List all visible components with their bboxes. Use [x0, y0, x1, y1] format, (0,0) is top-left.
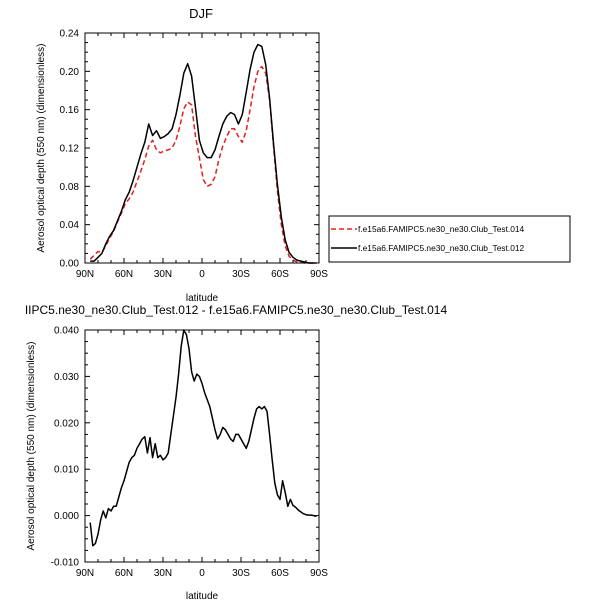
top-series-line-1 [89, 65, 317, 264]
bottom-x-axis-label: latitude [186, 591, 219, 602]
bottom-plot-area [89, 329, 317, 547]
top-x-tick-label: 30N [154, 269, 172, 280]
top-x-tick-label: 0 [199, 269, 205, 280]
bottom-x-ticks: 90N 60N 30N 0 30S 60S 90S [76, 330, 328, 579]
top-x-axis-label: latitude [186, 293, 219, 304]
legend-label-series-2: f.e15a6.FAMIPC5.ne30_ne30.Club_Test.012 [358, 243, 525, 253]
top-x-ticks: 90N 60N 30N 0 30S 60S 90S [76, 33, 328, 280]
top-panel: DJF 90N 60N 30N 0 30S 60S 90S 0.00 0.04 0.08 0.12… [36, 6, 328, 304]
top-plot-area [89, 43, 317, 264]
top-x-tick-label: 60S [271, 269, 289, 280]
bottom-y-ticks: -0.010 0.000 0.010 0.020 0.030 0.040 [51, 326, 319, 569]
bottom-x-tick-label: 90N [76, 568, 94, 579]
top-y-tick-label: 0.00 [60, 259, 80, 270]
bottom-x-tick-label: 0 [199, 568, 205, 579]
top-y-ticks: 0.00 0.04 0.08 0.12 0.16 0.20 0.24 [60, 29, 319, 270]
bottom-y-tick-label: -0.010 [51, 558, 80, 569]
top-y-tick-label: 0.20 [60, 67, 80, 78]
bottom-title: IIPC5.ne30_ne30.Club_Test.012 - f.e15a6.… [25, 303, 448, 317]
bottom-y-tick-label: 0.000 [54, 511, 79, 522]
top-title: DJF [189, 6, 213, 21]
bottom-y-tick-label: 0.040 [54, 326, 79, 337]
bottom-series-line-1 [89, 329, 317, 547]
bottom-y-tick-label: 0.030 [54, 372, 79, 383]
bottom-x-tick-label: 90S [310, 568, 328, 579]
bottom-plot-frame [84, 329, 320, 563]
top-y-tick-label: 0.08 [60, 182, 80, 193]
top-x-tick-label: 90N [76, 269, 94, 280]
bottom-x-tick-label: 30S [232, 568, 250, 579]
top-y-tick-label: 0.24 [60, 29, 80, 40]
top-x-tick-label: 90S [310, 269, 328, 280]
bottom-x-tick-label: 60S [271, 568, 289, 579]
bottom-panel: IIPC5.ne30_ne30.Club_Test.012 - f.e15a6.… [25, 303, 448, 602]
top-x-tick-label: 30S [232, 269, 250, 280]
bottom-y-tick-label: 0.010 [54, 465, 79, 476]
bottom-y-tick-label: 0.020 [54, 418, 79, 429]
legend: f.e15a6.FAMIPC5.ne30_ne30.Club_Test.014 … [328, 215, 571, 263]
top-y-tick-label: 0.04 [60, 220, 80, 231]
top-y-axis-label: Aerosol optical depth (550 nm) (dimensio… [36, 44, 47, 253]
top-x-tick-label: 60N [115, 269, 133, 280]
bottom-x-tick-label: 60N [115, 568, 133, 579]
top-y-tick-label: 0.16 [60, 105, 80, 116]
top-y-tick-label: 0.12 [60, 144, 80, 155]
bottom-x-tick-label: 30N [154, 568, 172, 579]
legend-box [328, 215, 571, 263]
top-series-line-2 [90, 43, 317, 264]
legend-label-series-1: f.e15a6.FAMIPC5.ne30_ne30.Club_Test.014 [358, 224, 525, 234]
bottom-y-axis-label: Aerosol optical depth (550 nm) (dimensio… [26, 342, 37, 551]
